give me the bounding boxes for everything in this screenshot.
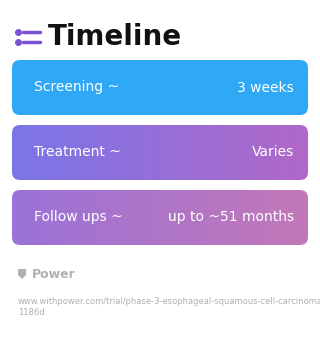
Text: Power: Power	[32, 267, 76, 280]
Text: www.withpower.com/trial/phase-3-esophageal-squamous-cell-carcinoma-6-2021-
1186d: www.withpower.com/trial/phase-3-esophage…	[18, 297, 320, 317]
Polygon shape	[18, 269, 26, 279]
Text: Treatment ~: Treatment ~	[34, 145, 121, 160]
Text: Screening ~: Screening ~	[34, 80, 119, 95]
Text: Varies: Varies	[252, 145, 294, 160]
Text: 3 weeks: 3 weeks	[237, 80, 294, 95]
Text: up to ~51 months: up to ~51 months	[168, 211, 294, 224]
Text: Timeline: Timeline	[48, 23, 182, 51]
Text: Follow ups ~: Follow ups ~	[34, 211, 123, 224]
